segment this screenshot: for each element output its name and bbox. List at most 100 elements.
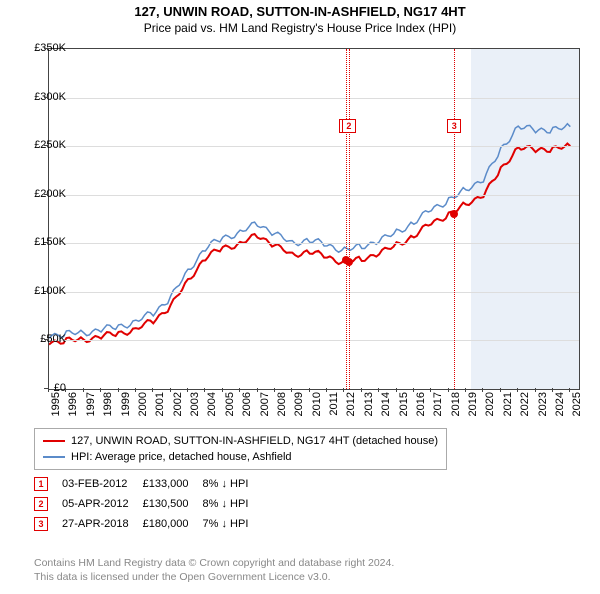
event-row: 205-APR-2012£130,5008% ↓ HPI — [34, 494, 262, 514]
x-axis-label: 1999 — [120, 392, 132, 432]
x-tick — [135, 388, 136, 392]
event-number-box: 3 — [34, 517, 48, 531]
x-tick — [170, 388, 171, 392]
x-tick — [361, 388, 362, 392]
y-tick — [44, 291, 48, 292]
gridline — [49, 292, 579, 293]
y-tick — [44, 97, 48, 98]
x-axis-label: 1998 — [102, 392, 114, 432]
series-line — [49, 124, 570, 338]
event-delta: 8% ↓ HPI — [203, 494, 263, 514]
footer-line2: This data is licensed under the Open Gov… — [34, 570, 394, 584]
event-row: 3 27-APR-2018£180,0007% ↓ HPI — [34, 514, 262, 534]
gridline — [49, 195, 579, 196]
event-row: 103-FEB-2012£133,0008% ↓ HPI — [34, 474, 262, 494]
events-table: 1 03-FEB-2012£133,0008% ↓ HPI205-APR-2012… — [34, 474, 262, 534]
y-tick — [44, 194, 48, 195]
x-axis-label: 2010 — [311, 392, 323, 432]
x-tick — [535, 388, 536, 392]
x-tick — [48, 388, 49, 392]
x-axis-label: 2011 — [328, 392, 340, 432]
x-axis-label: 2006 — [241, 392, 253, 432]
x-axis-label: 2001 — [154, 392, 166, 432]
x-axis-label: 2014 — [380, 392, 392, 432]
x-axis-label: 2004 — [206, 392, 218, 432]
x-axis-label: 2005 — [224, 392, 236, 432]
x-tick — [326, 388, 327, 392]
event-date: 03-FEB-2012 — [62, 474, 143, 494]
legend-swatch — [43, 456, 65, 458]
gridline — [49, 340, 579, 341]
x-axis-label: 1995 — [50, 392, 62, 432]
gridline — [49, 98, 579, 99]
x-axis-label: 2012 — [345, 392, 357, 432]
event-marker-line — [454, 49, 455, 389]
event-date: 27-APR-2018 — [62, 514, 143, 534]
x-axis-label: 2007 — [259, 392, 271, 432]
chart-plot-area: 123 — [48, 48, 580, 390]
x-axis-label: 2025 — [571, 392, 583, 432]
legend: 127, UNWIN ROAD, SUTTON-IN-ASHFIELD, NG1… — [34, 428, 447, 470]
legend-label: 127, UNWIN ROAD, SUTTON-IN-ASHFIELD, NG1… — [71, 435, 438, 447]
x-tick — [274, 388, 275, 392]
x-axis-label: 2021 — [502, 392, 514, 432]
y-axis-label: £100K — [6, 285, 66, 297]
x-tick — [257, 388, 258, 392]
legend-swatch — [43, 440, 65, 442]
x-tick — [187, 388, 188, 392]
y-tick — [44, 145, 48, 146]
x-axis-label: 1997 — [85, 392, 97, 432]
x-axis-label: 2024 — [554, 392, 566, 432]
x-tick — [378, 388, 379, 392]
x-axis-label: 2016 — [415, 392, 427, 432]
y-axis-label: £200K — [6, 188, 66, 200]
legend-row: 127, UNWIN ROAD, SUTTON-IN-ASHFIELD, NG1… — [43, 433, 438, 449]
x-tick — [222, 388, 223, 392]
x-axis-label: 2019 — [467, 392, 479, 432]
x-tick — [465, 388, 466, 392]
x-axis-label: 2013 — [363, 392, 375, 432]
footer-line1: Contains HM Land Registry data © Crown c… — [34, 556, 394, 570]
x-tick — [448, 388, 449, 392]
chart-lines — [49, 49, 579, 389]
x-tick — [500, 388, 501, 392]
y-axis-label: £50K — [6, 333, 66, 345]
event-marker-line — [346, 49, 347, 389]
x-tick — [552, 388, 553, 392]
y-axis-label: £150K — [6, 236, 66, 248]
x-tick — [83, 388, 84, 392]
event-marker-line — [349, 49, 350, 389]
x-axis-label: 2022 — [519, 392, 531, 432]
x-axis-label: 2008 — [276, 392, 288, 432]
gridline — [49, 146, 579, 147]
x-tick — [118, 388, 119, 392]
event-number-box: 1 — [34, 477, 48, 491]
event-price: £133,000 — [143, 474, 203, 494]
event-price: £130,500 — [143, 494, 203, 514]
chart-title: 127, UNWIN ROAD, SUTTON-IN-ASHFIELD, NG1… — [0, 4, 600, 19]
x-axis-label: 2003 — [189, 392, 201, 432]
y-axis-label: £300K — [6, 91, 66, 103]
x-axis-label: 2015 — [398, 392, 410, 432]
legend-row: HPI: Average price, detached house, Ashf… — [43, 449, 438, 465]
gridline — [49, 243, 579, 244]
x-axis-label: 1996 — [67, 392, 79, 432]
event-delta: 7% ↓ HPI — [203, 514, 263, 534]
legend-label: HPI: Average price, detached house, Ashf… — [71, 451, 292, 463]
y-axis-label: £250K — [6, 139, 66, 151]
x-axis-label: 2009 — [293, 392, 305, 432]
x-axis-label: 2002 — [172, 392, 184, 432]
x-tick — [239, 388, 240, 392]
y-tick — [44, 242, 48, 243]
x-tick — [413, 388, 414, 392]
event-marker-box: 3 — [447, 119, 461, 133]
x-tick — [100, 388, 101, 392]
event-date: 05-APR-2012 — [62, 494, 143, 514]
x-tick — [396, 388, 397, 392]
event-marker-box: 2 — [342, 119, 356, 133]
footer-attribution: Contains HM Land Registry data © Crown c… — [34, 556, 394, 584]
event-price: £180,000 — [143, 514, 203, 534]
y-tick — [44, 339, 48, 340]
x-axis-label: 2000 — [137, 392, 149, 432]
x-tick — [309, 388, 310, 392]
